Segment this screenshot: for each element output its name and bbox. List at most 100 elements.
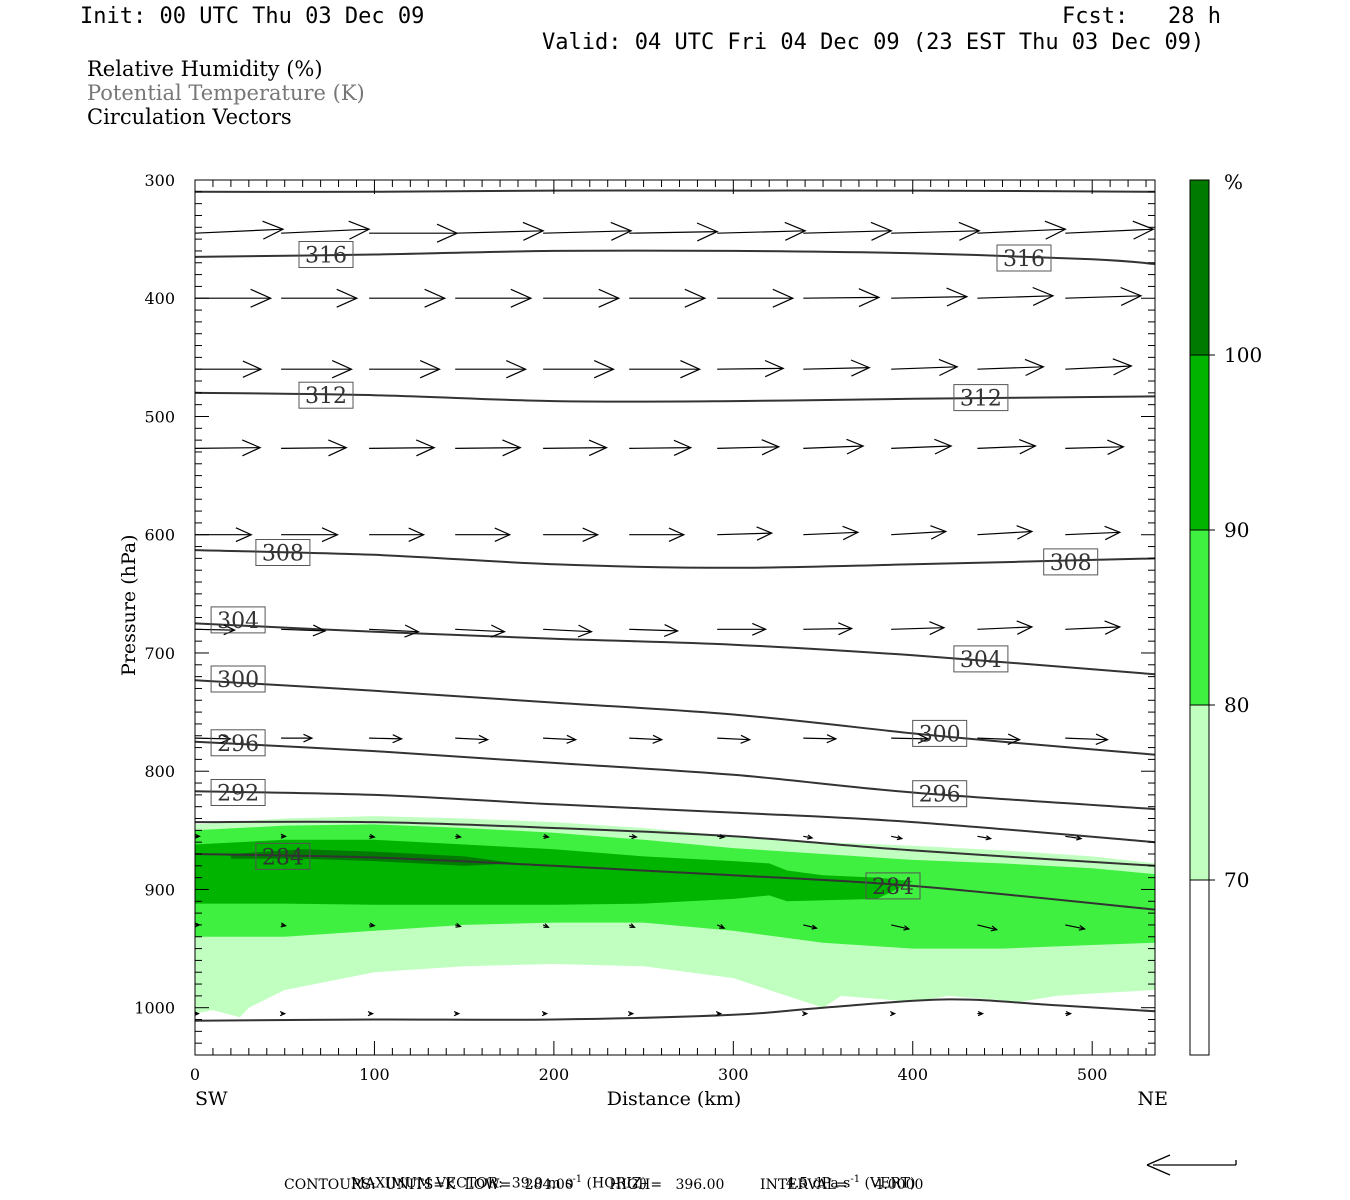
vector-arrow [629,734,664,744]
reference-vector [1146,1154,1237,1176]
colorbar-swatch [1190,705,1209,880]
contours-info: CONTOURS: UNITS=K LOW= 284.00 HIGH= 396.… [284,1177,924,1193]
vector-arrow [977,525,1034,540]
vector-arrow [977,835,993,841]
theta-contour-320 [195,189,1155,193]
colorbar-swatch [1190,180,1209,355]
contour-label: 284 [255,842,311,870]
vert-exponent: -1 [850,1174,861,1185]
vector-arrow [1065,924,1087,931]
vector-arrow [891,525,948,540]
vector-arrow [455,922,462,928]
contour-label-text: 316 [1003,247,1045,272]
vector-arrow [629,833,638,840]
vector-arrow [977,1011,985,1017]
vector-arrow [717,833,726,840]
vector-arrow [803,834,814,840]
vector-arrow [1065,220,1155,240]
vector-arrow [455,833,462,839]
axes: 300 400 500 600 700 800 900 1000 0 100 200 300 400 50… [134,171,1155,1084]
vector-arrow [1065,835,1083,841]
vector-arrow [280,922,287,928]
vector-arrow [367,1011,375,1017]
vector-arrow [628,923,636,928]
colorbar-level-label: 70 [1224,868,1249,892]
x-tick-label: 500 [1077,1065,1108,1084]
vector-arrow [455,288,533,308]
vector-arrow [977,924,999,932]
contour-label: 316 [298,241,354,269]
vector-arrow [717,622,768,636]
vector-arrow [1065,439,1125,455]
vector-arrow [977,220,1067,240]
contour-labels: 316 316 312 312 308 308 304 304 300 300 296 296 292 2… [210,241,1099,900]
y-tick-label: 700 [144,644,175,663]
contour-label-text: 308 [262,542,304,567]
vector-arrow [281,360,353,379]
x-axis-label: Distance (km) [607,1088,742,1110]
vector-arrow [453,1011,461,1017]
vector-arrow [803,734,838,744]
vector-arrow [195,833,201,839]
colorbar: 70 80 90 100 [1189,179,1262,1056]
vector-arrow [369,833,376,839]
theta-contour-280 [195,998,1155,1022]
vector-arrow [803,525,860,541]
vector-arrow [543,439,608,457]
vector-arrow [369,223,459,243]
vector-arrow [195,220,285,240]
vector-arrow [802,1011,809,1017]
contour-label-text: 296 [919,783,961,808]
vector-arrow [803,924,818,930]
colorbar-swatch [1190,355,1209,530]
vector-arrow [1065,620,1122,635]
vector-arrow [803,288,881,308]
ne-label: NE [1138,1088,1169,1110]
y-tick-label: 300 [144,171,175,190]
vector-arrow [369,527,426,542]
vector-arrow [369,624,420,638]
valid-time: Valid: 04 UTC Fri 04 Dec 09 (23 EST Thu … [542,30,1205,55]
legend-relative-humidity: Relative Humidity (%) [87,57,323,81]
vector-arrow [455,734,490,744]
horiz-suffix: (HORIZ) [582,1175,647,1192]
legend-circulation-vectors: Circulation Vectors [87,105,292,129]
vector-arrow [1065,358,1133,376]
forecast-hour: Fcst: 28 h [1062,4,1221,29]
contour-label: 316 [996,244,1052,272]
y-tick-label: 400 [144,289,175,308]
theta-contour-284 [195,853,1155,911]
x-tick-label: 300 [718,1065,749,1084]
contour-label: 312 [298,381,354,409]
vector-arrow [542,923,550,928]
vector-arrow [717,359,785,378]
vector-arrow [977,358,1045,377]
contour-label-text: 312 [305,384,347,409]
vector-arrow [281,439,348,457]
vector-arrow [629,360,702,379]
vector-arrow [543,527,600,542]
vector-arrow [369,734,404,744]
contour-label: 300 [912,719,968,747]
vert-suffix: (VERT) [860,1175,916,1192]
vector-arrow [195,360,263,378]
sw-label: SW [195,1088,228,1110]
theta-contour-308 [195,549,1155,569]
vector-arrow [803,359,871,377]
vector-arrow [195,733,232,744]
contour-label-text: 304 [217,609,259,634]
theta-contour-312 [195,391,1155,403]
vector-arrow [717,288,795,308]
vector-arrow [281,527,339,543]
contour-label: 296 [912,780,968,808]
vector-arrow [281,624,327,637]
circulation-vectors [195,220,1155,1017]
vector-arrow [281,220,371,240]
vector-arrow [889,1011,897,1017]
vector-arrow [629,527,686,542]
vector-arrow [279,1011,287,1017]
x-tick-label: 100 [359,1065,390,1084]
vector-arrow [977,620,1034,635]
vector-arrow [455,439,522,457]
